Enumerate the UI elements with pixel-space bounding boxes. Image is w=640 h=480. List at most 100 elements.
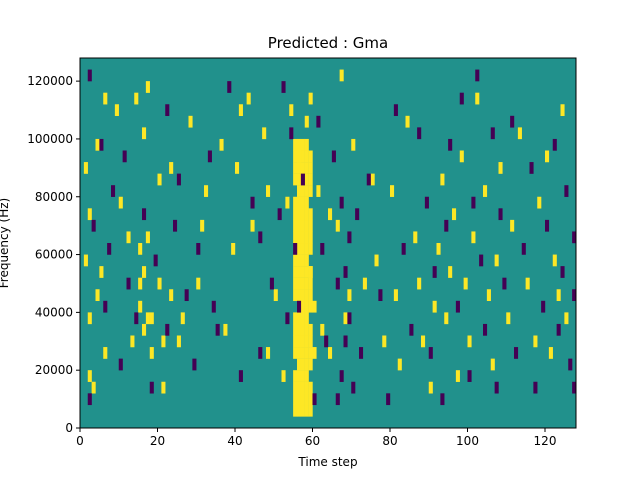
heatmap-cell-high [370,173,375,186]
heatmap-cell-high [87,370,92,382]
heatmap-cell-low [355,208,360,221]
heatmap-cell-high [297,335,302,348]
heatmap-cell-high [486,289,491,302]
heatmap-cell-high [126,231,131,244]
heatmap-cell-high [498,162,503,174]
heatmap-cell-high [320,323,325,336]
heatmap-cell-low [118,358,123,371]
heatmap-cell-low [541,300,546,313]
heatmap-cell-high [308,335,313,348]
heatmap-cell-low [331,150,336,163]
heatmap-cell-high [293,196,298,209]
heatmap-cell-high [308,347,313,359]
heatmap-cell-high [304,300,309,313]
heatmap-cell-high [382,335,387,348]
heatmap-cell-high [304,208,309,221]
heatmap-cell-high [114,104,119,117]
heatmap-cell-high [293,404,298,417]
heatmap-cell-high [545,150,550,163]
heatmap-cell-high [304,254,309,267]
heatmap-cell-high [300,323,305,336]
heatmap-cell-high [347,289,352,302]
heatmap-cell-high [134,92,139,105]
heatmap-cell-low [521,243,526,255]
heatmap-cell-high [436,243,441,255]
heatmap-cell-high [161,381,166,394]
heatmap-cell-high [149,347,154,359]
heatmap-cell-high [304,404,309,417]
heatmap-cell-high [293,254,298,267]
heatmap-cell-high [428,381,433,394]
heatmap-cell-high [157,173,162,186]
heatmap-cell-high [432,300,437,313]
heatmap-cell-high [300,277,305,290]
heatmap-cell-high [169,162,174,174]
heatmap-cell-high [304,231,309,244]
heatmap-cell-high [537,196,542,209]
heatmap-cell-low [552,138,557,151]
heatmap-cell-high [293,289,298,302]
heatmap-cell-low [126,277,131,290]
heatmap-cell-high [308,393,313,406]
heatmap-cell-low [432,266,437,278]
heatmap-cell-high [300,254,305,267]
heatmap-cell-high [300,219,305,232]
heatmap-cell-low [343,266,348,278]
heatmap-cell-high [300,381,305,394]
heatmap-cell-high [308,219,313,232]
heatmap-cell-low [533,381,538,394]
heatmap-cell-low [238,370,243,382]
heatmap-cell-high [300,393,305,406]
heatmap-cell-low [269,277,274,290]
heatmap-cell-low [510,115,515,128]
chart-title: Predicted : Gma [268,34,388,52]
heatmap-cell-low [335,277,340,290]
heatmap-cell-low [153,254,158,267]
heatmap-cell-high [169,289,174,302]
heatmap-cell-high [304,243,309,255]
heatmap-cell-low [339,196,344,209]
heatmap-cell-low [440,393,445,406]
heatmap-cell-low [281,81,286,93]
heatmap-cell-high [300,185,305,197]
heatmap-cell-low [529,162,534,174]
heatmap-cell-low [471,196,476,209]
heatmap-cell-high [297,381,302,394]
heatmap-cell-high [308,358,313,371]
plot-area [80,58,577,428]
heatmap-cell-low [196,243,201,255]
heatmap-cell-high [308,185,313,197]
heatmap-cell-low [207,150,212,163]
heatmap-cell-high [413,231,418,244]
heatmap-cell-high [300,150,305,163]
heatmap-cell-high [304,219,309,232]
heatmap-cell-high [297,323,302,336]
x-tick-label: 20 [150,434,165,448]
heatmap-cell-high [297,196,302,209]
y-tick-label: 100000 [27,132,73,146]
heatmap-cell-high [308,92,313,105]
heatmap-cell-high [87,312,92,325]
heatmap-cell-high [297,347,302,359]
heatmap-cell-high [293,266,298,278]
heatmap-cell-high [293,162,298,174]
heatmap-cell-high [138,277,143,290]
heatmap-cell-high [548,347,553,359]
heatmap-cell-high [293,393,298,406]
heatmap-cell-low [545,219,550,232]
heatmap-cell-low [467,370,472,382]
heatmap-cell-high [83,254,88,267]
heatmap-cell-low [277,208,282,221]
heatmap-cell-high [293,208,298,221]
y-axis-ticks: 0 20000 40000 60000 80000 100000 120000 [27,74,80,435]
heatmap-cell-high [297,312,302,325]
heatmap-cell-high [308,231,313,244]
heatmap-cell-low [556,323,561,336]
x-tick-label: 120 [534,434,557,448]
heatmap-cell-high [142,127,147,140]
heatmap-cell-high [308,323,313,336]
heatmap-cell-low [176,173,181,186]
heatmap-cell-low [211,300,216,313]
heatmap-cell-high [308,150,313,163]
heatmap-cell-low [173,219,178,232]
